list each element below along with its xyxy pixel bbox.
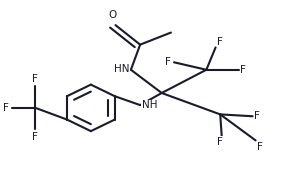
Text: F: F [217, 36, 223, 46]
Text: F: F [240, 65, 246, 75]
Text: HN: HN [114, 64, 129, 74]
Text: F: F [165, 57, 171, 67]
Text: F: F [32, 132, 38, 142]
Text: F: F [32, 74, 38, 84]
Text: O: O [108, 10, 116, 20]
Text: F: F [217, 137, 223, 147]
Text: NH: NH [142, 100, 157, 110]
Text: F: F [254, 111, 260, 121]
Text: F: F [257, 142, 263, 152]
Text: F: F [3, 103, 9, 113]
